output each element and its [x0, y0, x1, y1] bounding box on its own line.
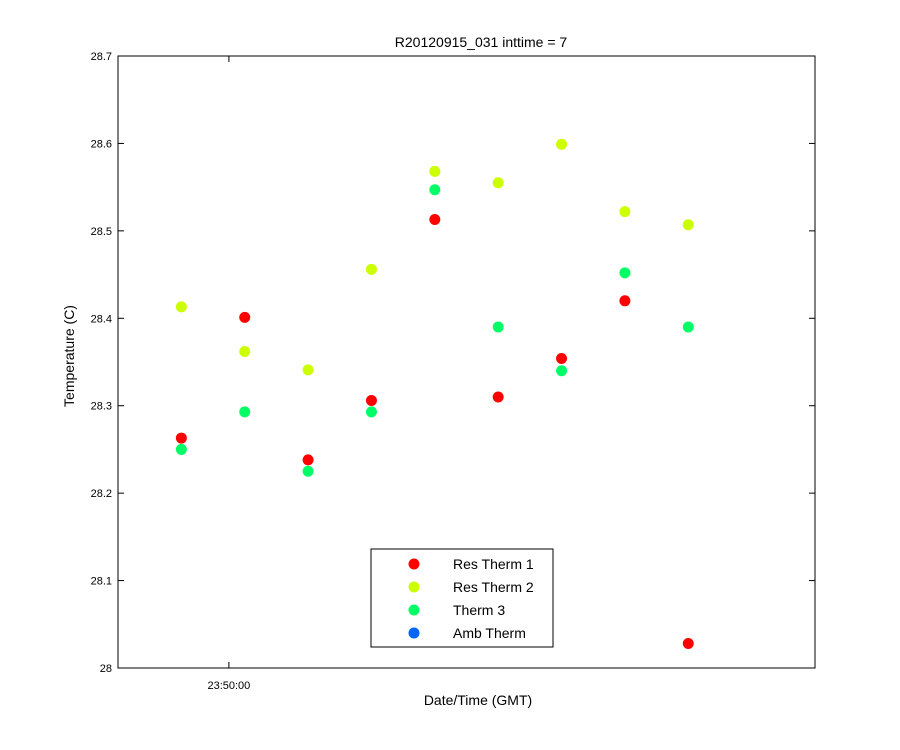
y-axis: 28 28.1 28.2 28.3 28.4 28.5 28.6 28.7: [91, 51, 815, 675]
y-tick-label: 28: [100, 663, 112, 675]
data-point: [619, 267, 631, 279]
data-point: [492, 391, 504, 403]
y-tick-label: 28.5: [91, 226, 112, 238]
legend-marker: [408, 627, 420, 639]
chart-title: R20120915_031 inttime = 7: [395, 34, 568, 50]
legend-entry: Res Therm 2: [453, 579, 534, 595]
data-point: [302, 465, 314, 477]
data-point: [175, 301, 187, 313]
data-points: [175, 138, 694, 650]
y-tick-label: 28.7: [91, 51, 112, 63]
legend-entry: Res Therm 1: [453, 556, 534, 572]
y-tick-label: 28.6: [91, 138, 112, 150]
data-point: [492, 321, 504, 333]
y-tick-label: 28.2: [91, 488, 112, 500]
data-point: [429, 165, 441, 177]
data-point: [365, 394, 377, 406]
data-point: [556, 353, 568, 365]
data-point: [682, 321, 694, 333]
data-point: [175, 443, 187, 455]
y-axis-label: Temperature (C): [61, 305, 77, 407]
y-tick-label: 28.3: [91, 401, 112, 413]
legend: Res Therm 1 Res Therm 2 Therm 3 Amb Therm: [370, 548, 554, 648]
data-point: [682, 638, 694, 650]
data-point: [619, 295, 631, 307]
x-axis: 23:50:00: [207, 56, 250, 692]
series-3: [175, 184, 694, 477]
legend-box: [370, 548, 554, 648]
data-point: [556, 365, 568, 377]
data-point: [556, 138, 568, 150]
legend-entry: Amb Therm: [453, 625, 526, 641]
legend-entry: Therm 3: [453, 602, 505, 618]
data-point: [239, 311, 251, 323]
data-point: [365, 263, 377, 275]
data-point: [239, 406, 251, 418]
data-point: [619, 206, 631, 218]
data-point: [682, 219, 694, 231]
y-tick-label: 28.1: [91, 576, 112, 588]
data-point: [492, 177, 504, 189]
data-point: [302, 364, 314, 376]
series-2: [175, 138, 694, 376]
data-point: [175, 432, 187, 444]
data-point: [239, 346, 251, 358]
x-tick-label: 23:50:00: [207, 680, 250, 692]
legend-marker: [408, 604, 420, 616]
data-point: [365, 406, 377, 418]
data-point: [429, 213, 441, 225]
data-point: [429, 184, 441, 196]
x-axis-label: Date/Time (GMT): [424, 692, 532, 708]
series-1: [175, 213, 694, 650]
y-tick-label: 28.4: [91, 313, 112, 325]
data-point: [302, 454, 314, 466]
legend-marker: [408, 581, 420, 593]
legend-marker: [408, 558, 420, 570]
